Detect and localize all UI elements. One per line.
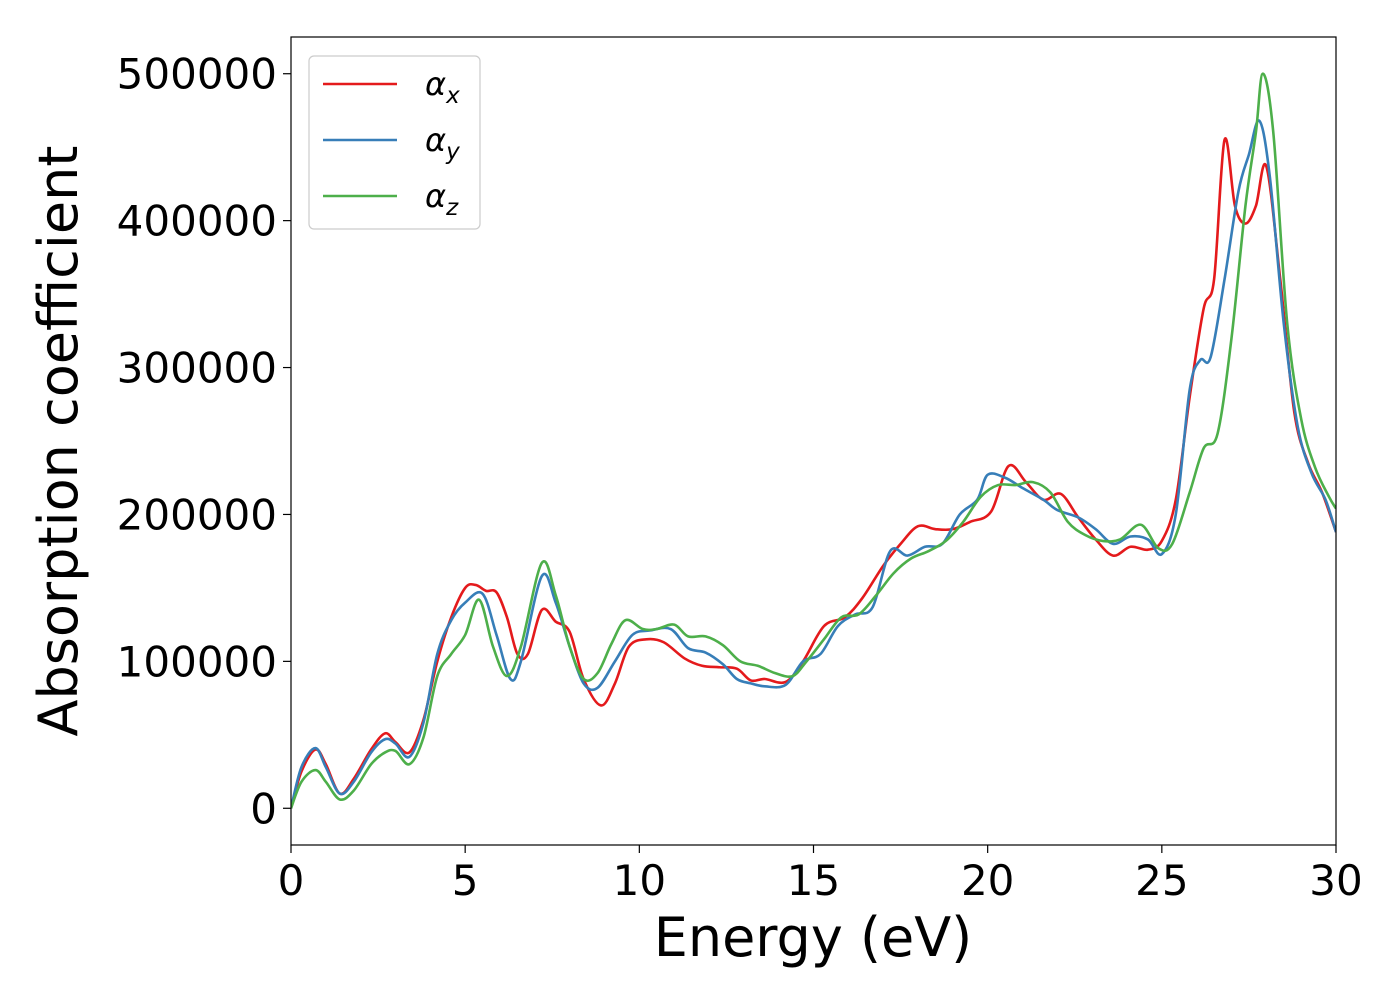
x-tick-label: 25 — [1135, 856, 1188, 905]
series-line-x — [291, 137, 1336, 809]
y-tick-label: 500000 — [117, 50, 277, 99]
x-tick-label: 15 — [787, 856, 840, 905]
y-tick-label: 300000 — [117, 344, 277, 393]
x-tick-label: 30 — [1309, 856, 1362, 905]
y-axis-title: Absorption coefficient — [27, 146, 90, 737]
legend-box — [308, 55, 481, 230]
x-tick-label: 10 — [613, 856, 666, 905]
x-axis: 0 5 10 15 20 25 30 — [278, 845, 1363, 905]
series-layer — [291, 72, 1336, 809]
series-line-y — [291, 119, 1336, 809]
y-tick-label: 200000 — [117, 490, 277, 539]
y-tick-label: 100000 — [117, 637, 277, 686]
series-line-z — [291, 72, 1336, 809]
y-axis: 0 100000 200000 300000 400000 500000 — [117, 50, 291, 833]
x-axis-title: Energy (eV) — [654, 906, 973, 969]
y-tick-label: 400000 — [117, 197, 277, 246]
x-tick-label: 20 — [961, 856, 1014, 905]
y-tick-label: 0 — [250, 784, 277, 833]
x-tick-label: 5 — [452, 856, 479, 905]
x-tick-label: 0 — [278, 856, 305, 905]
